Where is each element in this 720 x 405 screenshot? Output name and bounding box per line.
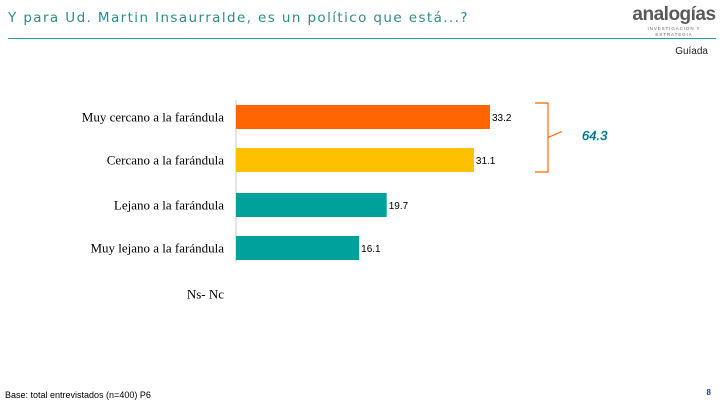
- logo-wordmark: analogías: [632, 4, 716, 25]
- base-footnote: Base: total entrevistados (n=400) P6: [5, 390, 151, 400]
- bar-value-label: 19.7: [389, 201, 409, 212]
- category-label: Muy lejano a la farándula: [90, 241, 224, 256]
- brand-logo: analogías INVESTIGACION Y ESTRATEGIA: [628, 4, 720, 38]
- bar: [236, 148, 474, 172]
- bar-value-label: 31.1: [476, 156, 496, 167]
- logo-tagline: INVESTIGACION Y ESTRATEGIA: [647, 26, 701, 37]
- category-label: Ns- Nc: [187, 287, 224, 302]
- bar: [236, 236, 360, 260]
- bar: [236, 193, 387, 217]
- title-divider: [8, 38, 716, 39]
- bar-value-label: 16.1: [361, 244, 381, 255]
- grouped-total-label: 64.3: [582, 128, 608, 143]
- category-label: Cercano a la farándula: [107, 153, 225, 168]
- slide-title: Y para Ud. Martin Insaurralde, es un pol…: [8, 10, 469, 26]
- bar: [236, 105, 490, 129]
- total-bracket-pointer: [547, 130, 563, 139]
- question-type-tag: Guíada: [675, 46, 708, 57]
- category-label: Lejano a la farándula: [114, 198, 224, 213]
- bar-value-label: 33.2: [492, 113, 512, 124]
- page-number: 8: [706, 388, 711, 397]
- category-label: Muy cercano a la farándula: [82, 110, 224, 125]
- total-bracket: [535, 102, 549, 173]
